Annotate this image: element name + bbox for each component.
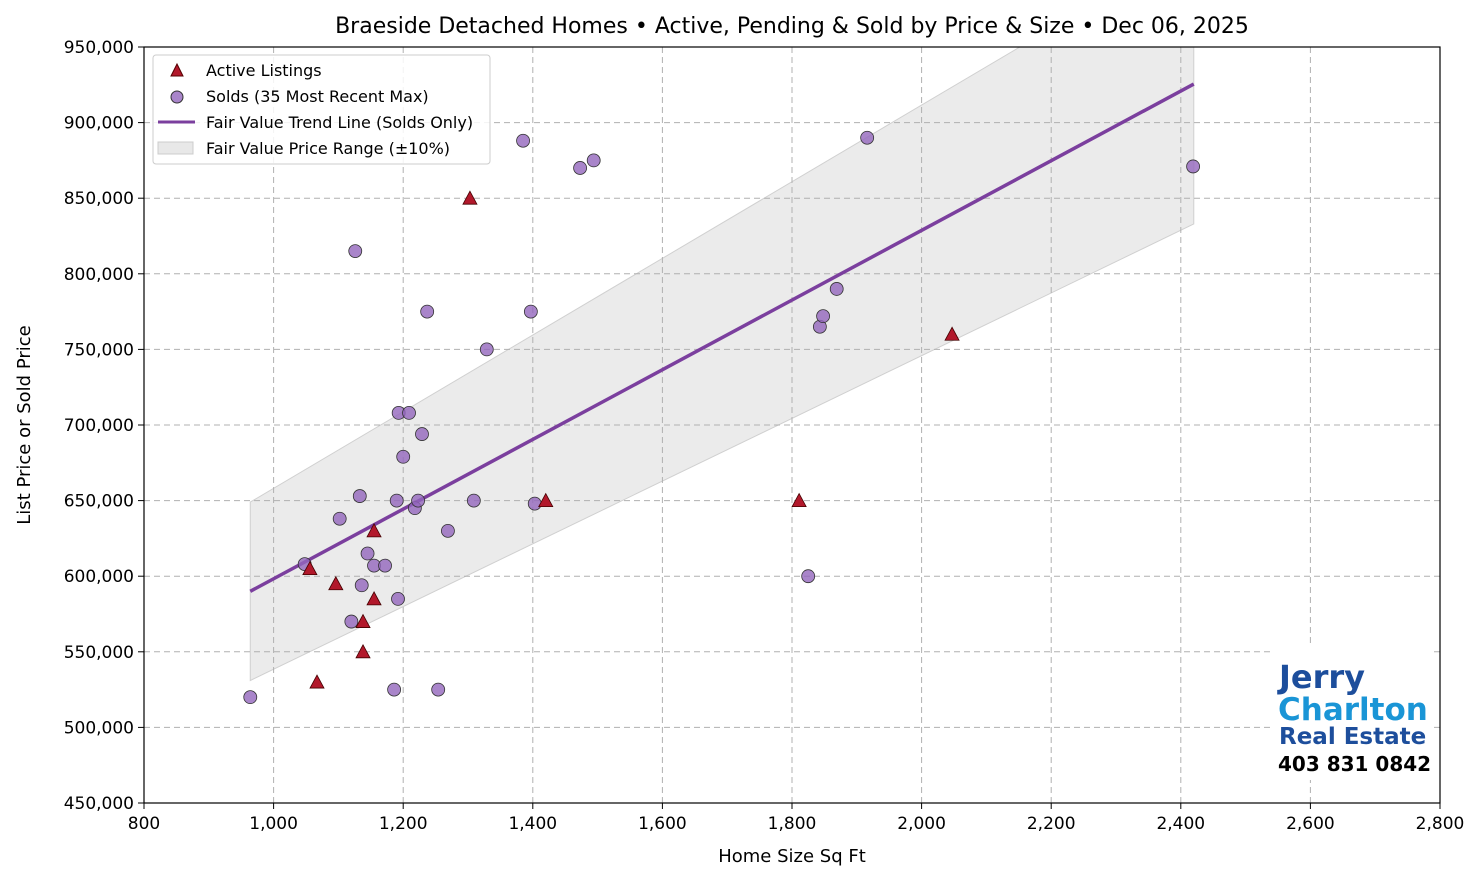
y-axis-label: List Price or Sold Price xyxy=(14,325,35,524)
y-tick-label: 650,000 xyxy=(64,492,134,512)
sold-point xyxy=(348,244,363,259)
y-tick-label: 600,000 xyxy=(64,567,134,587)
points xyxy=(243,130,1201,705)
x-tick-label: 800 xyxy=(128,814,160,834)
x-tick-label: 1,800 xyxy=(768,814,817,834)
y-tick-label: 900,000 xyxy=(64,114,134,134)
sold-point xyxy=(431,682,446,697)
sold-point xyxy=(420,304,435,319)
x-tick-label: 1,400 xyxy=(508,814,557,834)
active-point xyxy=(538,492,554,508)
y-tick-label: 950,000 xyxy=(64,38,134,58)
fair-value-band-area xyxy=(249,46,1195,682)
active-point xyxy=(462,190,478,205)
sold-point xyxy=(243,690,258,705)
logo-phone: 403 831 0842 xyxy=(1278,752,1431,776)
sold-point xyxy=(586,153,601,168)
fair-value-band xyxy=(249,46,1195,682)
sold-point xyxy=(523,304,538,319)
legend-band-label: Fair Value Price Range (±10%) xyxy=(206,139,450,158)
x-axis-label: Home Size Sq Ft xyxy=(718,846,866,867)
sold-point xyxy=(389,493,404,508)
x-tick-label: 2,000 xyxy=(897,814,946,834)
logo-line1: Jerry xyxy=(1277,658,1365,696)
y-tick-label: 550,000 xyxy=(64,643,134,663)
sold-point xyxy=(441,523,455,538)
x-tick-label: 1,200 xyxy=(379,814,428,834)
legend-sold-marker xyxy=(170,90,184,104)
x-tick-label: 2,800 xyxy=(1416,814,1465,834)
y-tick-label: 450,000 xyxy=(64,794,134,814)
y-tick-label: 500,000 xyxy=(64,718,134,738)
legend-band-marker xyxy=(157,141,194,155)
sold-point xyxy=(415,427,429,441)
sold-point xyxy=(378,558,392,573)
sold-point xyxy=(396,449,411,464)
logo-line2: Charlton xyxy=(1278,692,1428,728)
active-point xyxy=(355,643,371,659)
active-point xyxy=(944,326,960,341)
chart-title: Braeside Detached Homes • Active, Pendin… xyxy=(335,14,1249,39)
y-tick-label: 750,000 xyxy=(64,340,134,360)
sold-point xyxy=(402,406,416,420)
sold-point xyxy=(516,133,530,148)
legend-trend-label: Fair Value Trend Line (Solds Only) xyxy=(206,113,473,132)
sold-point xyxy=(354,578,369,593)
legend-sold-label: Solds (35 Most Recent Max) xyxy=(206,87,429,106)
active-point xyxy=(309,674,325,689)
x-tick-label: 1,600 xyxy=(638,814,687,834)
sold-point xyxy=(573,161,588,175)
x-tick-label: 2,200 xyxy=(1027,814,1076,834)
active-point xyxy=(302,560,318,576)
sold-point xyxy=(352,489,367,503)
sold-point xyxy=(860,130,875,145)
legend: Active Listings Solds (35 Most Recent Ma… xyxy=(152,54,491,165)
trend-line xyxy=(249,82,1195,593)
x-tick-label: 2,600 xyxy=(1286,814,1335,834)
y-tick-label: 800,000 xyxy=(64,265,134,285)
sold-point xyxy=(479,342,494,357)
sold-point xyxy=(801,569,816,584)
logo-line3: Real Estate xyxy=(1279,724,1426,750)
legend-active-marker xyxy=(170,62,184,77)
x-tick-label: 1,000 xyxy=(249,814,298,834)
y-tick-label: 700,000 xyxy=(64,416,134,436)
active-point xyxy=(366,522,382,538)
sold-point xyxy=(391,591,405,606)
sold-point xyxy=(829,282,844,296)
ticks: 800 1,000 1,200 1,400 1,600 1,800 2,000 2,200 2,… xyxy=(64,38,1465,834)
logo: Jerry Charlton Real Estate 403 831 0842 xyxy=(1270,645,1431,780)
sold-point xyxy=(332,511,347,526)
active-point xyxy=(355,613,371,628)
y-tick-label: 850,000 xyxy=(64,189,134,209)
sold-point xyxy=(344,614,359,629)
active-point xyxy=(328,575,344,591)
active-point xyxy=(791,492,807,508)
legend-active-label: Active Listings xyxy=(206,61,322,80)
sold-point xyxy=(411,493,426,508)
sold-point xyxy=(527,496,542,511)
x-tick-label: 2,400 xyxy=(1156,814,1205,834)
active-point xyxy=(366,591,382,606)
sold-point xyxy=(387,682,402,697)
sold-point xyxy=(360,546,375,561)
trend-line-group xyxy=(249,82,1195,593)
sold-point xyxy=(816,309,831,324)
sold-point xyxy=(466,493,481,508)
sold-point xyxy=(1186,159,1201,174)
